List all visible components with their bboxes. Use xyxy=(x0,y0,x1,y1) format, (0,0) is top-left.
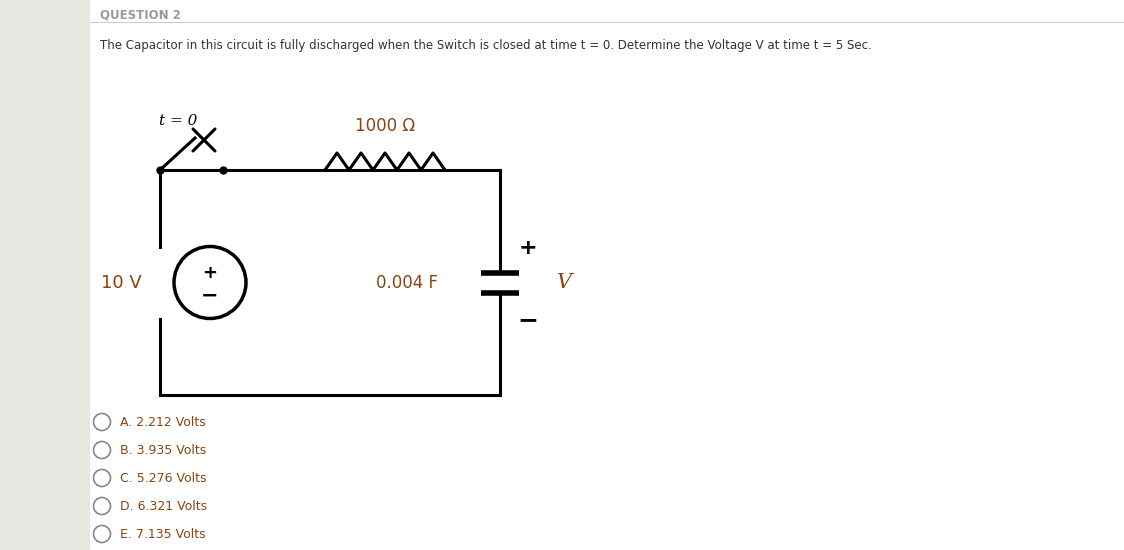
Text: C. 5.276 Volts: C. 5.276 Volts xyxy=(120,471,207,485)
Text: The Capacitor in this circuit is fully discharged when the Switch is closed at t: The Capacitor in this circuit is fully d… xyxy=(100,39,872,52)
Text: E. 7.135 Volts: E. 7.135 Volts xyxy=(120,527,206,541)
Text: V: V xyxy=(558,273,572,292)
Circle shape xyxy=(174,246,246,318)
Text: +: + xyxy=(518,238,537,257)
Text: D. 6.321 Volts: D. 6.321 Volts xyxy=(120,499,207,513)
Bar xyxy=(0,0,90,550)
Text: +: + xyxy=(202,263,218,282)
Text: QUESTION 2: QUESTION 2 xyxy=(100,8,181,21)
Text: −: − xyxy=(517,309,538,333)
Text: A. 2.212 Volts: A. 2.212 Volts xyxy=(120,415,206,428)
Text: B. 3.935 Volts: B. 3.935 Volts xyxy=(120,443,206,456)
Text: t = 0: t = 0 xyxy=(158,114,197,128)
Text: 1000 Ω: 1000 Ω xyxy=(355,117,415,135)
Text: −: − xyxy=(201,285,219,305)
Text: 10 V: 10 V xyxy=(101,273,142,292)
Text: 0.004 F: 0.004 F xyxy=(377,273,438,292)
